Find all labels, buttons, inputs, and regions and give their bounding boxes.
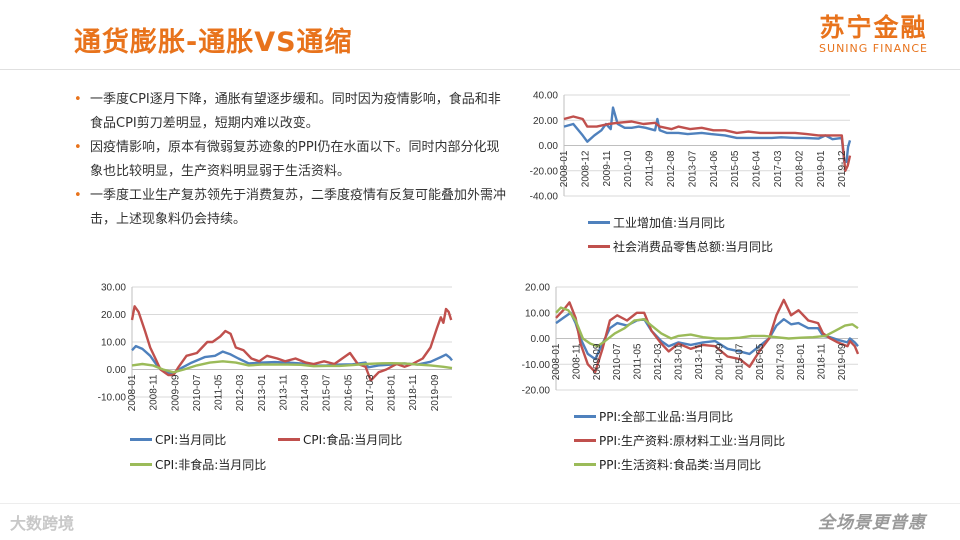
- legend-label: PPI:全部工业品:当月同比: [599, 410, 734, 424]
- x-tick-label: 2018-01: [796, 343, 807, 380]
- bullet-item: 因疫情影响，原本有微弱复苏迹象的PPI仍在水面以下。同时内部分化现象也比较明显，…: [72, 136, 512, 184]
- legend-swatch: [130, 463, 152, 466]
- legend-label: 工业增加值:当月同比: [613, 216, 726, 230]
- x-tick-label: 2015-07: [735, 343, 746, 380]
- x-tick-label: 2016-04: [752, 150, 763, 187]
- x-tick-label: 2012-03: [653, 343, 664, 380]
- y-tick-label: 10.00: [101, 338, 126, 349]
- x-tick-label: 2009-09: [170, 374, 181, 411]
- x-tick-label: 2011-05: [633, 343, 644, 379]
- x-tick-label: 2019-09: [430, 374, 441, 411]
- legend-swatch: [588, 245, 610, 248]
- y-tick-label: -40.00: [530, 192, 559, 203]
- brand-logo: 苏宁金融 SUNING FINANCE: [819, 14, 928, 56]
- x-tick-label: 2013-01: [673, 343, 684, 380]
- legend-label: PPI:生产资料:原材料工业:当月同比: [599, 434, 786, 448]
- x-tick-label: 2015-07: [322, 374, 333, 411]
- series-line-1: [130, 305, 453, 382]
- bullet-item: 一季度CPI逐月下降，通胀有望逐步缓和。同时因为疫情影响，食品和非食品CPI剪刀…: [72, 88, 512, 136]
- y-tick-label: -10.00: [98, 393, 127, 404]
- x-tick-label: 2010-07: [192, 374, 203, 411]
- x-tick-label: 2009-11: [602, 150, 613, 186]
- series-line-0: [555, 311, 859, 361]
- y-tick-label: -20.00: [530, 166, 559, 177]
- series-line-2: [131, 360, 453, 374]
- page-title: 通货膨胀-通胀VS通缩: [74, 27, 353, 58]
- legend-label: CPI:当月同比: [155, 433, 227, 447]
- x-tick-label: 2014-06: [709, 150, 720, 187]
- bullet-item: 一季度工业生产复苏领先于消费复苏，二季度疫情有反复可能叠加外需冲击，上述现象料仍…: [72, 184, 512, 232]
- y-tick-label: -10.00: [522, 360, 551, 371]
- x-tick-label: 2010-10: [623, 150, 634, 187]
- legend-label: CPI:食品:当月同比: [303, 433, 403, 447]
- x-tick-label: 2011-05: [214, 374, 225, 410]
- x-tick-label: 2012-08: [666, 150, 677, 187]
- x-tick-label: 2019-09: [837, 343, 848, 380]
- y-tick-label: 40.00: [533, 91, 558, 102]
- legend-swatch: [574, 415, 596, 418]
- legend-swatch: [130, 438, 152, 441]
- x-tick-label: 2014-09: [714, 343, 725, 380]
- x-tick-label: 2017-03: [365, 374, 376, 411]
- y-tick-label: 0.00: [107, 365, 127, 376]
- x-tick-label: 2008-11: [571, 343, 582, 379]
- x-tick-label: 2013-07: [687, 150, 698, 187]
- x-tick-label: 2010-07: [612, 343, 623, 380]
- x-tick-label: 2013-11: [278, 374, 289, 410]
- y-tick-label: 20.00: [101, 310, 126, 321]
- logo-cn-text: 苏宁金融: [819, 13, 928, 42]
- x-tick-label: 2014-09: [300, 374, 311, 411]
- x-tick-label: 2016-05: [755, 343, 766, 380]
- x-tick-label: 2016-05: [343, 374, 354, 411]
- legend-label: PPI:生活资料:食品类:当月同比: [599, 458, 762, 472]
- y-tick-label: 0.00: [539, 141, 559, 152]
- x-tick-label: 2018-11: [816, 343, 827, 379]
- legend-swatch: [278, 438, 300, 441]
- x-tick-label: 2009-09: [592, 343, 603, 380]
- series-line-1: [555, 298, 860, 374]
- x-tick-label: 2008-01: [551, 343, 562, 380]
- x-tick-label: 2017-03: [776, 343, 787, 380]
- watermark-left: 大数跨境: [10, 514, 75, 533]
- bullet-list: 一季度CPI逐月下降，通胀有望逐步缓和。同时因为疫情影响，食品和非食品CPI剪刀…: [72, 88, 512, 232]
- watermark-right: 全场景更普惠: [818, 513, 926, 533]
- y-tick-label: 30.00: [101, 283, 126, 294]
- x-tick-label: 2015-05: [730, 150, 741, 187]
- x-tick-label: 2018-01: [387, 374, 398, 411]
- x-tick-label: 2019-01: [816, 150, 827, 187]
- legend-swatch: [574, 463, 596, 466]
- series-line-1: [563, 115, 852, 172]
- x-tick-label: 2008-12: [580, 150, 591, 187]
- y-tick-label: 20.00: [525, 283, 550, 294]
- x-tick-label: 2008-01: [559, 150, 570, 187]
- y-tick-label: 10.00: [525, 308, 550, 319]
- x-tick-label: 2019-12: [837, 150, 848, 187]
- legend-swatch: [574, 439, 596, 442]
- x-tick-label: 2013-11: [694, 343, 705, 379]
- x-tick-label: 2008-11: [149, 374, 160, 410]
- legend-label: CPI:非食品:当月同比: [155, 458, 267, 472]
- footer-divider: [0, 503, 960, 504]
- legend-swatch: [588, 221, 610, 224]
- x-tick-label: 2018-02: [794, 150, 805, 187]
- x-tick-label: 2013-01: [257, 374, 268, 411]
- x-tick-label: 2012-03: [235, 374, 246, 411]
- series-line-2: [555, 306, 859, 348]
- legend-label: 社会消费品零售总额:当月同比: [613, 240, 774, 254]
- logo-en-text: SUNING FINANCE: [819, 42, 928, 55]
- x-tick-label: 2011-09: [645, 150, 656, 186]
- x-tick-label: 2018-11: [408, 374, 419, 410]
- header-divider: [0, 69, 960, 70]
- y-tick-label: -20.00: [522, 386, 551, 397]
- x-tick-label: 2017-03: [773, 150, 784, 187]
- y-tick-label: 0.00: [531, 334, 551, 345]
- y-tick-label: 20.00: [533, 116, 558, 127]
- x-tick-label: 2008-01: [127, 374, 138, 411]
